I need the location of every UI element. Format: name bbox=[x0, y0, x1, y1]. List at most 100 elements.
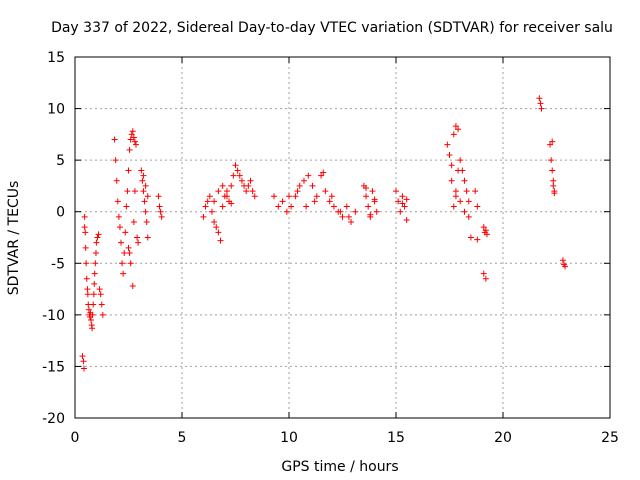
data-point bbox=[448, 177, 455, 184]
data-point bbox=[130, 134, 137, 141]
data-point bbox=[369, 188, 376, 195]
x-tick-labels: 0 5 10 15 20 25 bbox=[71, 430, 619, 446]
chart-title: Day 337 of 2022, Sidereal Day-to-day VTE… bbox=[51, 20, 613, 36]
data-point bbox=[367, 211, 374, 218]
data-point bbox=[457, 157, 464, 164]
data-point bbox=[296, 182, 303, 189]
data-point bbox=[85, 306, 92, 313]
data-point bbox=[549, 167, 556, 174]
data-point bbox=[363, 184, 370, 191]
data-point bbox=[288, 203, 295, 210]
data-point bbox=[113, 177, 120, 184]
x-tick-label: 20 bbox=[494, 430, 512, 446]
data-point bbox=[536, 95, 543, 102]
data-point bbox=[119, 260, 126, 267]
data-point bbox=[111, 136, 118, 143]
data-point bbox=[156, 203, 163, 210]
data-point bbox=[223, 193, 230, 200]
data-point bbox=[92, 260, 99, 267]
data-point bbox=[343, 203, 350, 210]
data-point bbox=[330, 203, 337, 210]
data-point bbox=[238, 177, 245, 184]
data-point bbox=[448, 162, 455, 169]
data-point bbox=[93, 239, 100, 246]
data-point bbox=[232, 162, 239, 169]
data-point bbox=[83, 260, 90, 267]
data-point bbox=[399, 193, 406, 200]
data-point bbox=[144, 193, 151, 200]
data-point bbox=[204, 198, 211, 205]
x-tick-label: 5 bbox=[178, 430, 187, 446]
grid bbox=[75, 57, 610, 418]
data-point bbox=[318, 172, 325, 179]
data-point bbox=[139, 177, 146, 184]
y-tick-label: 10 bbox=[47, 102, 65, 118]
data-point bbox=[559, 257, 566, 264]
data-point bbox=[127, 136, 134, 143]
data-point bbox=[129, 282, 136, 289]
data-points bbox=[79, 95, 569, 372]
y-tick-label: -5 bbox=[51, 256, 65, 272]
data-point bbox=[82, 244, 89, 251]
data-point bbox=[292, 193, 299, 200]
data-point bbox=[245, 182, 252, 189]
data-point bbox=[403, 216, 410, 223]
data-point bbox=[373, 208, 380, 215]
data-point bbox=[450, 203, 457, 210]
data-point bbox=[243, 188, 250, 195]
data-point bbox=[228, 200, 235, 207]
data-point bbox=[482, 275, 489, 282]
data-point bbox=[219, 182, 226, 189]
y-tick-label: 0 bbox=[56, 205, 65, 221]
data-point bbox=[123, 203, 130, 210]
data-point bbox=[311, 198, 318, 205]
data-point bbox=[92, 249, 99, 256]
data-point bbox=[480, 270, 487, 277]
data-point bbox=[144, 234, 151, 241]
data-point bbox=[155, 193, 162, 200]
y-tick-label: -15 bbox=[42, 359, 65, 375]
y-tick-label: -10 bbox=[42, 308, 65, 324]
data-point bbox=[128, 131, 135, 138]
data-point bbox=[397, 208, 404, 215]
data-point bbox=[99, 311, 106, 318]
x-tick-label: 15 bbox=[387, 430, 405, 446]
data-point bbox=[142, 182, 149, 189]
data-point bbox=[90, 291, 97, 298]
data-point bbox=[461, 208, 468, 215]
data-point bbox=[294, 188, 301, 195]
data-point bbox=[455, 126, 462, 133]
data-point bbox=[300, 177, 307, 184]
data-point bbox=[142, 208, 149, 215]
data-point bbox=[81, 224, 88, 231]
data-point bbox=[463, 188, 470, 195]
data-point bbox=[549, 138, 556, 145]
data-point bbox=[143, 219, 150, 226]
data-point bbox=[371, 196, 378, 203]
data-point bbox=[120, 270, 127, 277]
data-point bbox=[234, 167, 241, 174]
data-point bbox=[467, 234, 474, 241]
data-point bbox=[88, 317, 95, 324]
data-point bbox=[138, 167, 145, 174]
data-point bbox=[121, 249, 128, 256]
data-point bbox=[126, 146, 133, 153]
data-point bbox=[395, 198, 402, 205]
x-tick-label: 0 bbox=[71, 430, 80, 446]
data-point bbox=[455, 167, 462, 174]
data-point bbox=[219, 203, 226, 210]
data-point bbox=[114, 198, 121, 205]
data-point bbox=[211, 198, 218, 205]
data-point bbox=[452, 188, 459, 195]
data-point bbox=[326, 198, 333, 205]
data-point bbox=[91, 270, 98, 277]
data-point bbox=[90, 301, 97, 308]
data-point bbox=[251, 193, 258, 200]
data-point bbox=[140, 188, 147, 195]
data-point bbox=[157, 208, 164, 215]
plot-frame bbox=[74, 56, 611, 419]
y-tick-label: 15 bbox=[47, 50, 65, 66]
data-point bbox=[548, 157, 555, 164]
data-point bbox=[562, 263, 569, 270]
